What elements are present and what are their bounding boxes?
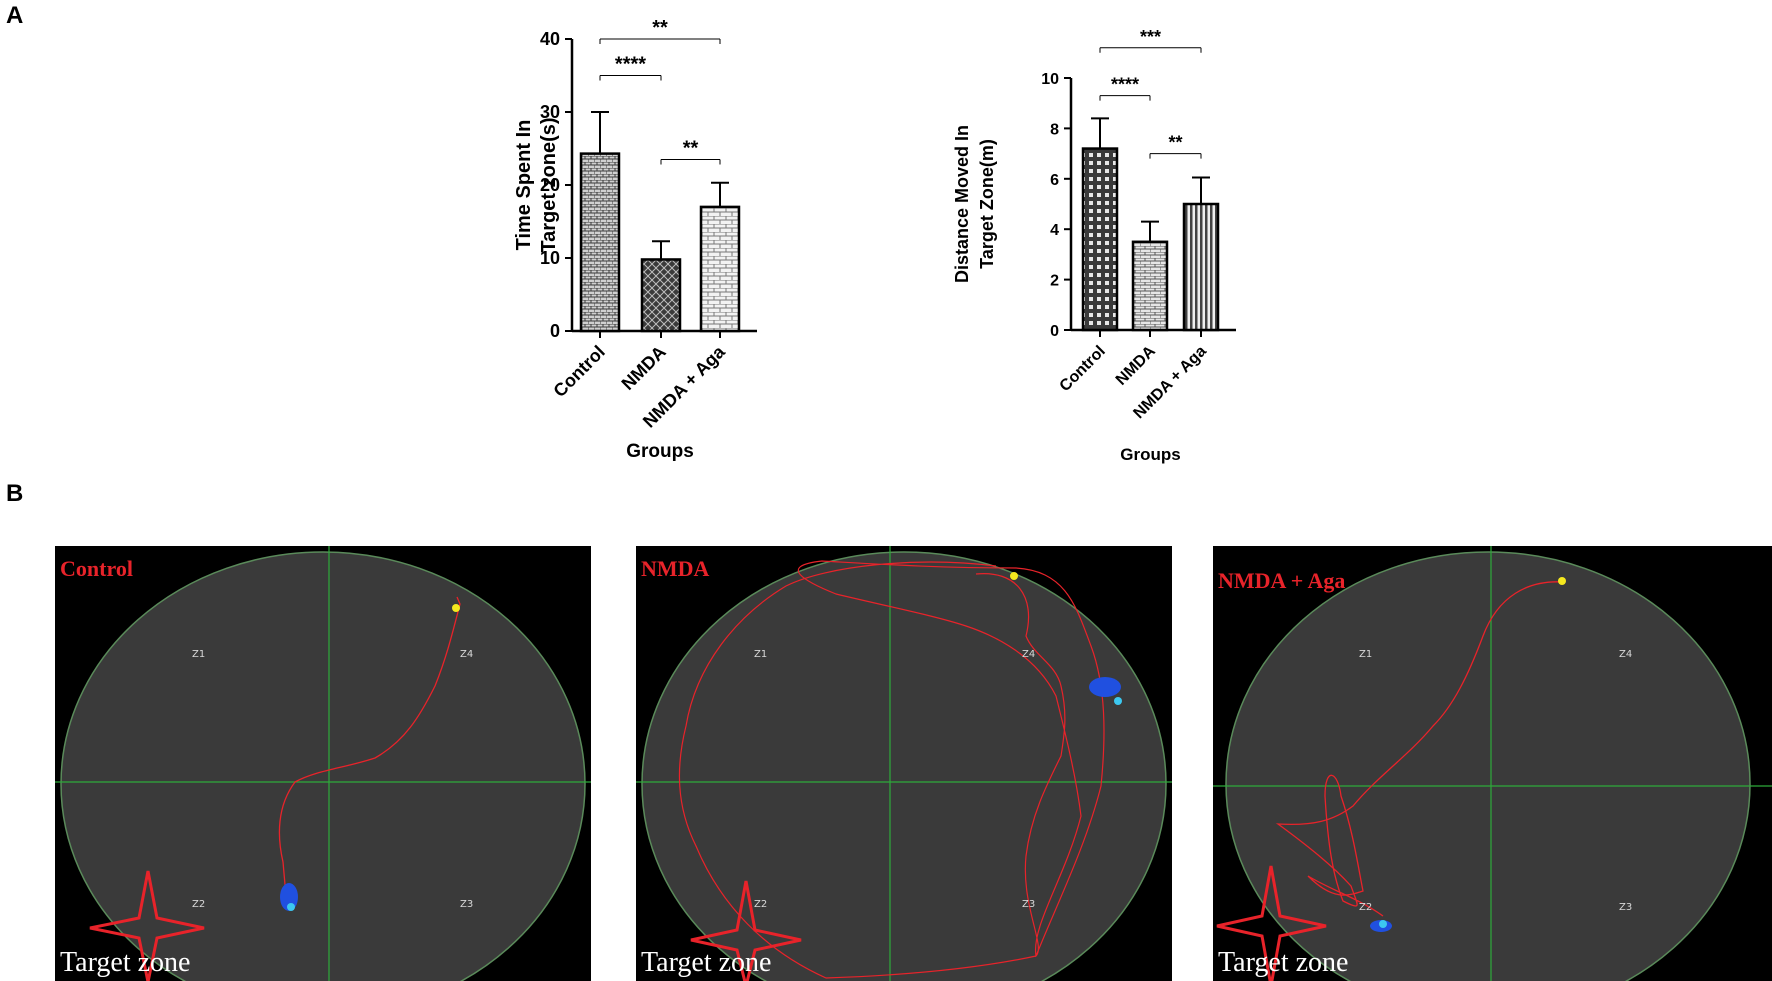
zone-label-z3: Z3 (460, 899, 474, 910)
zone-label-z1: Z1 (1359, 649, 1373, 660)
track-image (55, 546, 591, 981)
track-title-nmda: NMDA (641, 556, 710, 581)
start-point (452, 604, 460, 612)
y-tick-label: 8 (1050, 121, 1059, 138)
zone-label-z4: Z4 (460, 649, 474, 660)
track-panel-control: Z1 Z4 Z2 Z3 Control Target zone (55, 546, 591, 981)
y-tick-label: 4 (1050, 222, 1059, 239)
target-star-icon (690, 880, 802, 981)
significance-label: **** (1111, 75, 1139, 95)
bar-control (1081, 147, 1119, 332)
bar-nmda-aga (1182, 202, 1220, 332)
zone-label-z1: Z1 (192, 649, 206, 660)
bar-nmda (1131, 240, 1169, 332)
end-point (1379, 920, 1387, 928)
target-zone-label: Target zone (641, 947, 772, 978)
target-star-icon (89, 870, 205, 981)
track-panel-nmda-aga: Z1 Z4 Z2 Z3 NMDA + Aga Target zone (1213, 546, 1772, 981)
x-axis-label: Groups (1120, 445, 1180, 464)
track-image (1213, 546, 1772, 981)
track-title-nmda-aga: NMDA + Aga (1218, 568, 1346, 593)
y-tick-label: 10 (540, 248, 560, 268)
x-tick-label: NMDA (1113, 342, 1159, 388)
y-tick-label: 40 (540, 29, 560, 49)
zone-label-z3: Z3 (1022, 899, 1036, 910)
y-axis-label: Time Spent In (513, 120, 535, 251)
y-tick-label: 2 (1050, 273, 1059, 290)
zone-label-z4: Z4 (1022, 649, 1036, 660)
x-tick-label: Control (1057, 343, 1109, 395)
y-axis-label: Target Zone(m) (977, 139, 997, 269)
bar-nmda-aga (699, 205, 741, 333)
bar-control (579, 152, 621, 333)
start-point (1010, 572, 1018, 580)
significance-label: ** (652, 17, 668, 39)
x-tick-label: NMDA (618, 342, 670, 394)
end-point (1114, 697, 1122, 705)
y-tick-label: 20 (540, 175, 560, 195)
y-tick-label: 6 (1050, 172, 1059, 189)
track-image (636, 546, 1172, 981)
y-axis-label: Distance Moved In (952, 125, 972, 283)
zone-label-z2: Z2 (1359, 902, 1373, 913)
panel-label-a: A (6, 2, 24, 29)
significance-label: ** (683, 137, 699, 159)
bar-nmda (640, 258, 682, 333)
y-tick-label: 10 (1041, 71, 1059, 88)
y-axis-label: Target zone(s) (538, 117, 560, 252)
zone-label-z3: Z3 (1619, 902, 1633, 913)
y-tick-label: 0 (1050, 323, 1059, 340)
track-title-control: Control (60, 556, 133, 581)
start-point (1558, 577, 1566, 585)
significance-label: **** (615, 54, 646, 76)
zone-label-z2: Z2 (192, 899, 206, 910)
track-panel-nmda: Z1 Z4 Z2 Z3 NMDA Target zone (636, 546, 1172, 981)
swim-path (1275, 581, 1564, 917)
swim-path (678, 560, 1105, 979)
significance-label: *** (1140, 27, 1161, 47)
significance-label: ** (1168, 133, 1182, 153)
y-tick-label: 0 (550, 321, 560, 341)
zone-label-z2: Z2 (754, 899, 768, 910)
panel-label-b: B (6, 480, 24, 507)
target-zone-label: Target zone (1218, 947, 1349, 978)
y-tick-label: 30 (540, 102, 560, 122)
target-zone-label: Target zone (60, 947, 191, 978)
dwell-blob (1089, 677, 1121, 697)
end-point (287, 903, 295, 911)
zone-label-z4: Z4 (1619, 649, 1633, 660)
swim-path (278, 596, 461, 897)
target-star-icon (1216, 865, 1327, 981)
x-axis-label: Groups (626, 441, 694, 462)
x-tick-label: Control (549, 342, 608, 401)
zone-label-z1: Z1 (754, 649, 768, 660)
